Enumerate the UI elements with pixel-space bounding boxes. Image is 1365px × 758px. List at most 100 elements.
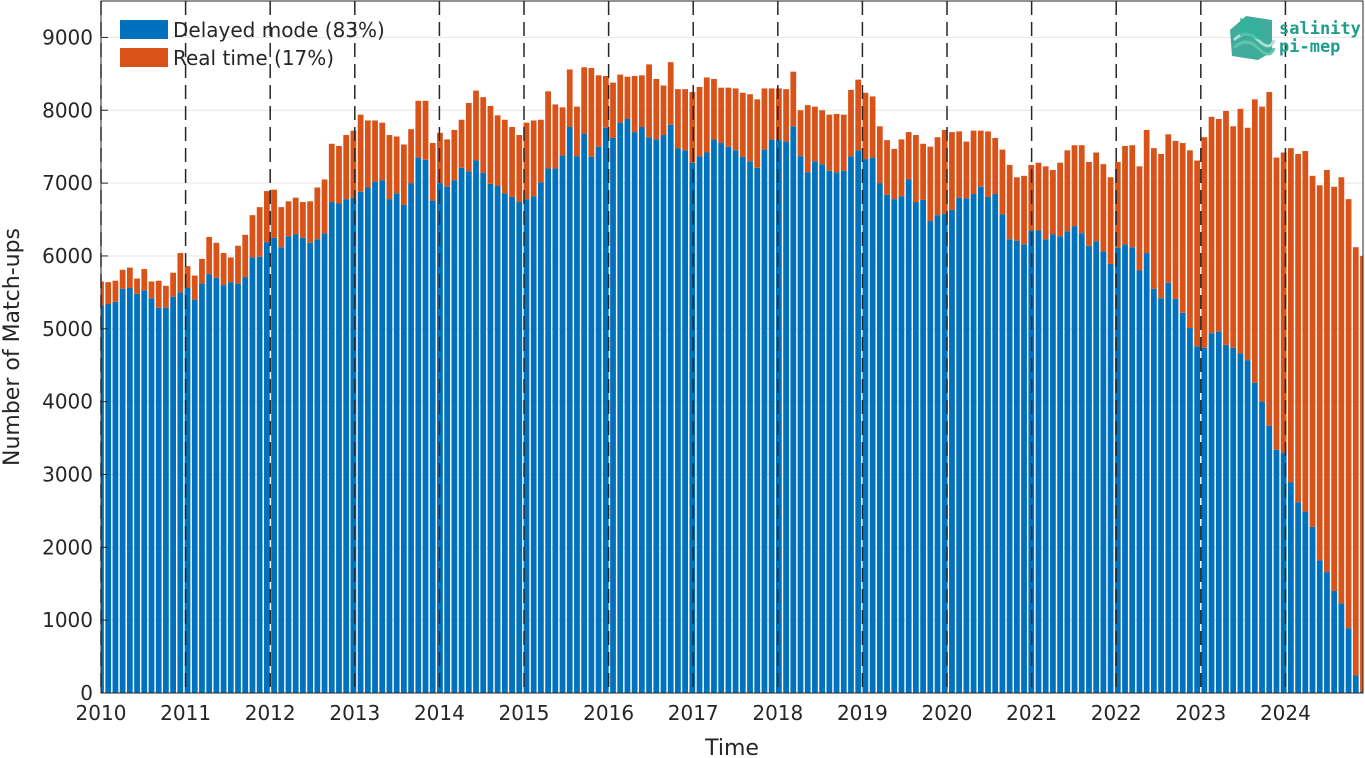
bar-real-time — [134, 278, 140, 294]
bar-delayed-mode — [1201, 347, 1208, 693]
bar-delayed-mode — [588, 156, 595, 694]
bar-real-time — [1360, 255, 1363, 692]
bar-real-time — [1230, 126, 1237, 348]
bar-real-time — [1273, 157, 1280, 450]
x-tick-label: 2024 — [1260, 701, 1311, 725]
y-axis-title: Number of Match-ups — [0, 228, 25, 466]
bar-real-time — [977, 130, 984, 187]
x-tick-label: 2021 — [1006, 701, 1057, 725]
bar-delayed-mode — [509, 196, 515, 694]
bar-real-time — [739, 92, 746, 157]
bar-delayed-mode — [1006, 239, 1013, 694]
bar-real-time — [559, 107, 566, 156]
bar-delayed-mode — [292, 234, 299, 694]
salinity-pimep-logo: salinity pi-mep — [1230, 16, 1361, 60]
bar-real-time — [1237, 108, 1244, 354]
bar-real-time — [199, 258, 205, 284]
bar-real-time — [112, 280, 119, 302]
bar-real-time — [631, 76, 638, 133]
bar-delayed-mode — [249, 257, 256, 693]
x-tick-label: 2018 — [752, 701, 803, 725]
bar-real-time — [898, 139, 905, 197]
bar-real-time — [797, 110, 804, 157]
bar-real-time — [1165, 134, 1172, 283]
x-axis-title: Time — [704, 736, 759, 758]
bar-real-time — [249, 215, 256, 258]
y-tick-label: 4000 — [42, 390, 93, 414]
bar-real-time — [703, 77, 710, 153]
bar-delayed-mode — [501, 193, 508, 693]
bar-delayed-mode — [667, 124, 674, 693]
bar-real-time — [227, 257, 234, 283]
bar-real-time — [400, 144, 407, 205]
bar-delayed-mode — [1273, 449, 1280, 693]
bar-delayed-mode — [970, 194, 977, 693]
bar-delayed-mode — [1360, 691, 1363, 693]
bar-real-time — [1338, 177, 1345, 604]
bar-real-time — [1136, 166, 1143, 271]
bar-real-time — [638, 75, 645, 128]
y-tick-label: 5000 — [42, 317, 93, 341]
bar-real-time — [905, 132, 912, 180]
bar-delayed-mode — [1223, 344, 1229, 693]
bar-real-time — [1150, 148, 1157, 289]
bar-real-time — [595, 75, 602, 147]
bar-delayed-mode — [862, 159, 869, 693]
bar-delayed-mode — [884, 194, 890, 693]
bar-delayed-mode — [191, 299, 198, 693]
bar-delayed-mode — [552, 168, 559, 693]
bar-delayed-mode — [163, 307, 169, 693]
bar-delayed-mode — [105, 304, 112, 693]
bar-real-time — [300, 202, 306, 238]
bar-real-time — [393, 136, 400, 194]
bar-real-time — [170, 272, 176, 297]
bar-real-time — [415, 100, 422, 158]
bar-real-time — [1122, 145, 1128, 245]
bar-real-time — [552, 104, 559, 169]
bar-real-time — [235, 245, 241, 284]
bar-delayed-mode — [790, 126, 797, 693]
y-tick-label: 8000 — [42, 98, 93, 122]
bar-real-time — [1280, 152, 1287, 453]
bar-delayed-mode — [1259, 401, 1265, 693]
bar-delayed-mode — [1028, 230, 1035, 693]
bar-real-time — [667, 62, 674, 125]
bar-delayed-mode — [1021, 244, 1027, 693]
bar-delayed-mode — [177, 292, 184, 693]
bar-delayed-mode — [1194, 346, 1201, 693]
bar-delayed-mode — [1158, 298, 1164, 693]
bar-real-time — [1021, 175, 1027, 245]
bar-real-time — [1013, 177, 1020, 241]
bar-real-time — [1251, 99, 1258, 383]
x-tick-label: 2023 — [1175, 701, 1226, 725]
y-tick-label: 0 — [80, 681, 93, 705]
bar-real-time — [213, 242, 220, 278]
bar-delayed-mode — [1237, 353, 1244, 693]
bar-real-time — [1215, 119, 1222, 332]
bar-real-time — [848, 89, 854, 157]
bar-real-time — [343, 135, 350, 200]
bar-real-time — [263, 191, 270, 243]
bar-real-time — [1086, 161, 1092, 246]
bar-delayed-mode — [638, 127, 645, 693]
bar-delayed-mode — [530, 196, 537, 693]
bar-delayed-mode — [1035, 230, 1042, 693]
bar-delayed-mode — [199, 283, 205, 693]
legend-swatch-delayed — [120, 20, 168, 39]
bar-real-time — [711, 78, 717, 140]
bar-real-time — [768, 88, 775, 140]
bar-delayed-mode — [285, 236, 292, 693]
x-tick-label: 2013 — [329, 701, 380, 725]
bar-real-time — [530, 120, 537, 197]
bar-delayed-mode — [1280, 452, 1287, 693]
bar-delayed-mode — [797, 156, 804, 693]
bar-real-time — [826, 114, 833, 171]
bar-delayed-mode — [350, 197, 357, 693]
bar-delayed-mode — [775, 140, 782, 693]
bar-delayed-mode — [1057, 236, 1064, 693]
bar-real-time — [1194, 160, 1201, 347]
bar-real-time — [105, 282, 112, 305]
bar-delayed-mode — [848, 156, 854, 693]
bar-real-time — [386, 135, 393, 200]
bar-real-time — [487, 105, 494, 184]
